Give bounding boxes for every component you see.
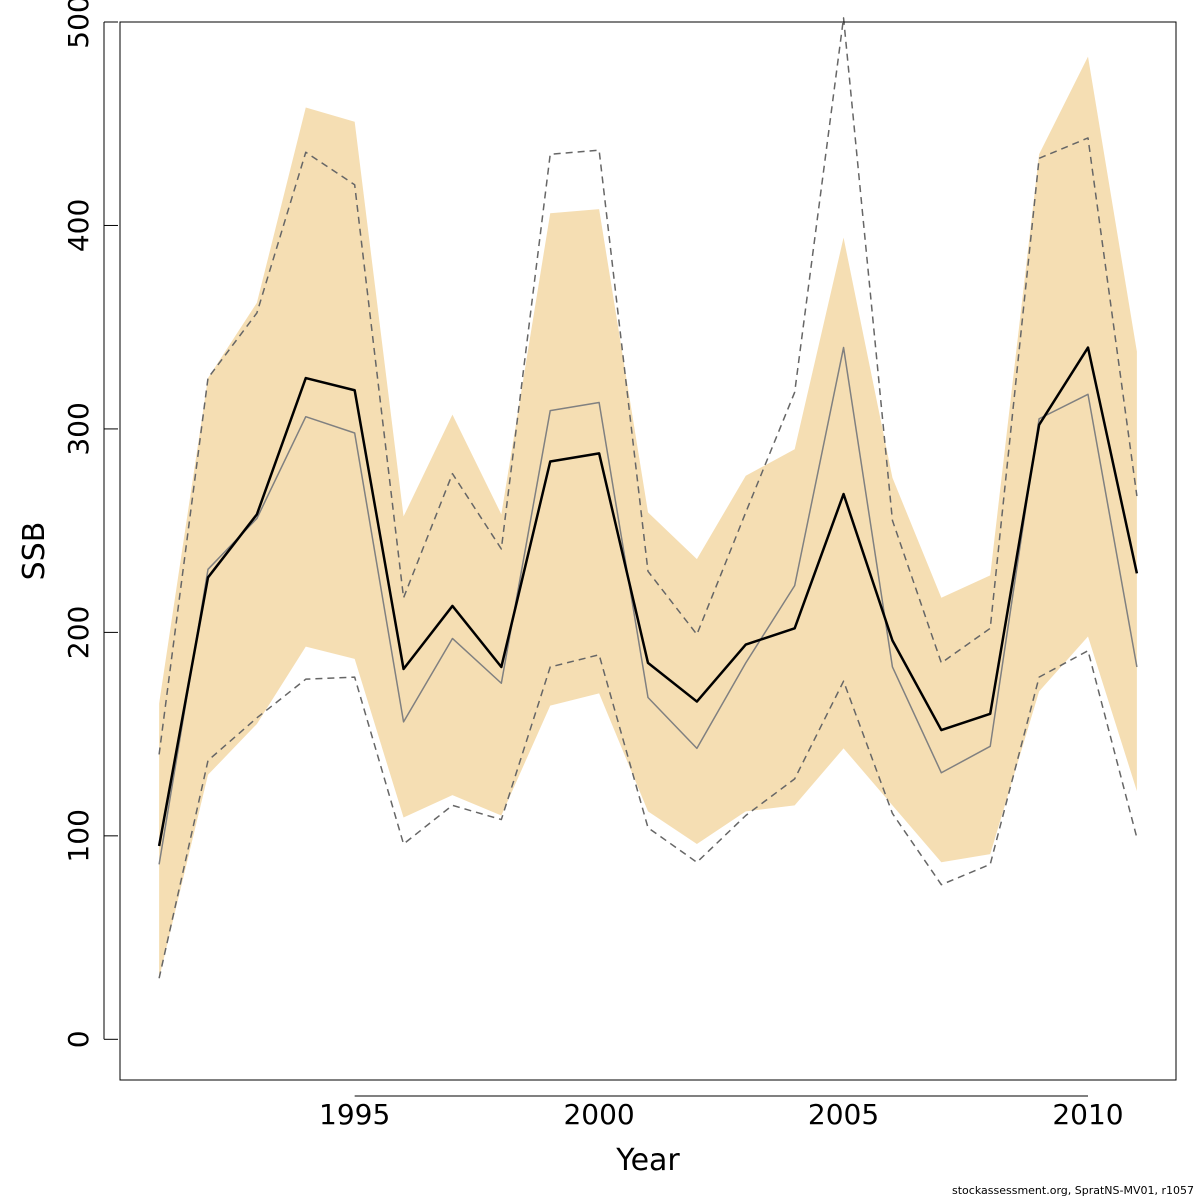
y-tick-label-200: 200 xyxy=(62,606,95,659)
y-tick-label-100: 100 xyxy=(62,809,95,862)
y-tick-label-400: 400 xyxy=(62,199,95,252)
confidence-band xyxy=(159,56,1137,979)
confidence-band-layer xyxy=(159,56,1137,979)
x-axis-title: Year xyxy=(615,1143,680,1178)
axis-layer: 1995 2000 2005 2010 0 100 200 300 400 500 xyxy=(62,0,1124,1131)
x-tick-label-2005: 2005 xyxy=(808,1098,879,1131)
x-tick-label-1995: 1995 xyxy=(319,1098,390,1131)
x-tick-label-2000: 2000 xyxy=(563,1098,634,1131)
y-tick-label-500: 500 xyxy=(62,0,95,49)
y-tick-label-0: 0 xyxy=(62,1030,95,1048)
plot-frame xyxy=(119,21,1177,1081)
x-tick-label-2010: 2010 xyxy=(1052,1098,1123,1131)
series-layer xyxy=(157,17,1139,979)
y-axis-title: SSB xyxy=(17,522,52,581)
footer-source-text: stockassessment.org, SpratNS-MV01, r1057 xyxy=(952,1184,1194,1197)
series-line-1 xyxy=(157,346,1139,847)
series-line-2 xyxy=(158,346,1138,865)
y-tick-label-300: 300 xyxy=(62,402,95,455)
series-line-3 xyxy=(158,17,1138,755)
series-line-4 xyxy=(158,649,1138,979)
